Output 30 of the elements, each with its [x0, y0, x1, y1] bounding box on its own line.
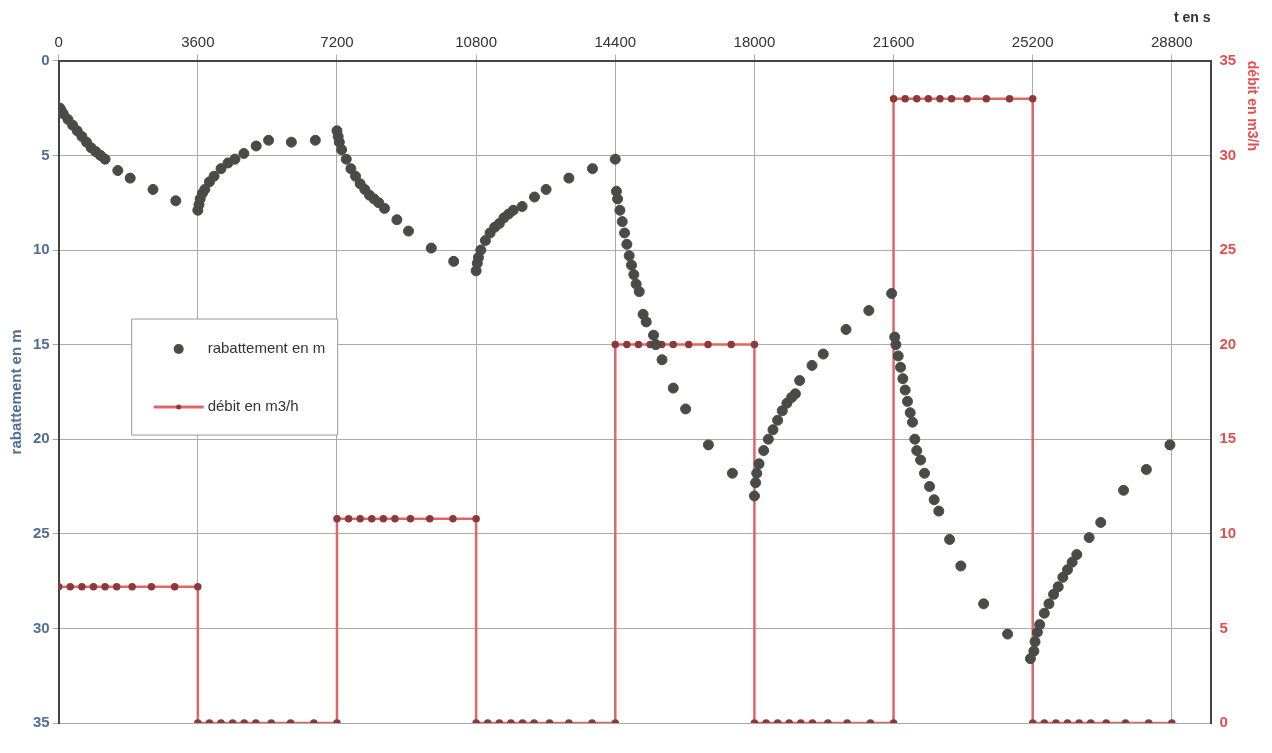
- legend-label: rabattement en m: [207, 339, 326, 357]
- x-tick-label: 25200: [1011, 32, 1054, 50]
- y2-tick-label: 5: [1219, 618, 1228, 636]
- x-tick-label: 18000: [733, 32, 776, 50]
- legend-label: débit en m3/h: [207, 397, 299, 415]
- y-tick-label: 10: [33, 240, 50, 258]
- y-tick-label: 35: [33, 713, 50, 731]
- y2-tick-label: 25: [1219, 240, 1237, 258]
- y2-tick-label: 15: [1219, 429, 1237, 447]
- y-tick-label: 20: [33, 429, 50, 447]
- y-tick-label: 0: [41, 50, 50, 68]
- y2-tick-label: 10: [1219, 523, 1237, 541]
- y-tick-label: 25: [33, 523, 50, 541]
- x-tick-label: 3600: [181, 32, 215, 50]
- x-tick-label: 14400: [594, 32, 637, 50]
- y2-tick-label: 0: [1219, 713, 1228, 731]
- x-tick-label: 10800: [455, 32, 497, 50]
- y2-tick-label: 30: [1219, 145, 1237, 163]
- y-tick-label: 5: [41, 145, 50, 163]
- x-axis-title: t en s: [1173, 9, 1211, 26]
- y2-tick-label: 20: [1219, 334, 1237, 352]
- y2-tick-label: 35: [1219, 50, 1237, 68]
- y-axis-title: rabattement en m: [7, 329, 25, 455]
- y-tick-label: 15: [33, 334, 50, 352]
- x-tick-label: 21600: [872, 32, 915, 50]
- x-tick-label: 0: [54, 32, 63, 50]
- x-tick-label: 28800: [1151, 32, 1193, 50]
- y2-axis-title: débit en m3/h: [1244, 60, 1261, 152]
- y-tick-label: 30: [33, 618, 50, 636]
- x-tick-label: 7200: [320, 32, 354, 50]
